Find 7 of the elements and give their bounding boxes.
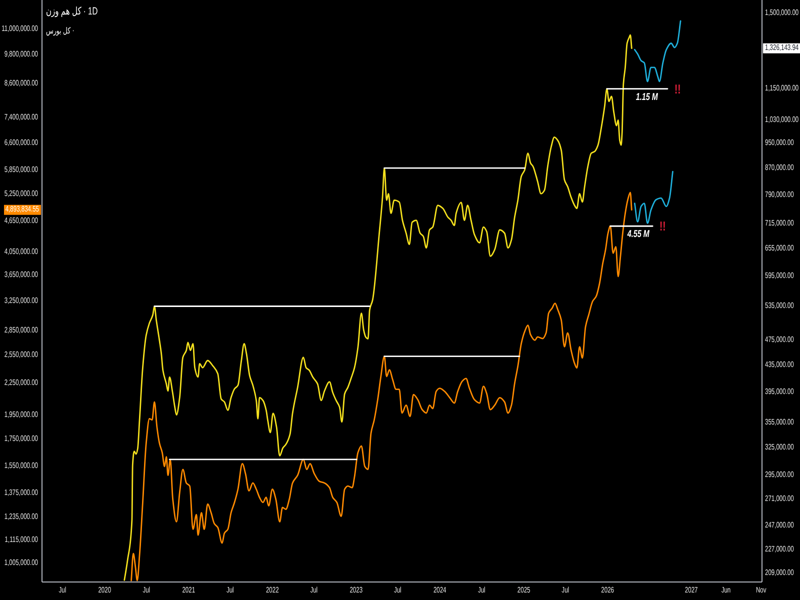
text: کل بورس · [46,24,74,36]
line-series [634,170,674,224]
annotation: !! [660,220,666,234]
annotation: 1.15 M [636,90,658,102]
line-series [634,20,682,82]
annotation: !! [674,82,681,97]
annotation: 4.55 M [626,228,650,240]
